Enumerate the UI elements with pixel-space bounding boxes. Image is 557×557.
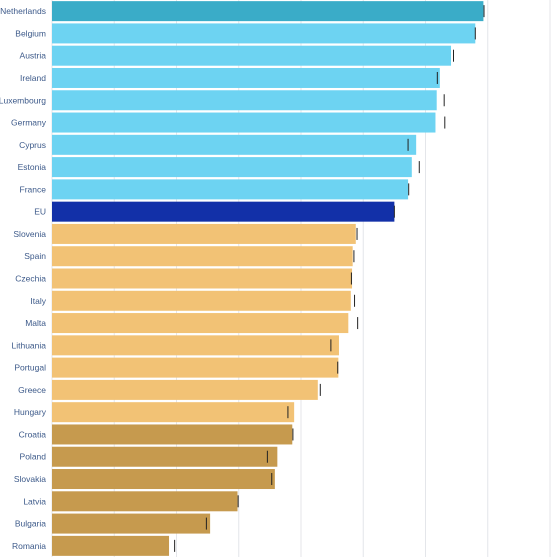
markers [174, 5, 485, 552]
category-label-slovenia: Slovenia [13, 229, 46, 239]
bar-eu [52, 201, 395, 222]
bar-croatia [52, 424, 293, 445]
bar-poland [52, 446, 278, 467]
bar-malta [52, 313, 349, 334]
category-label-greece: Greece [18, 385, 46, 395]
bar-cyprus [52, 134, 417, 155]
bar-latvia [52, 491, 238, 512]
bar-italy [52, 290, 351, 311]
category-label-estonia: Estonia [18, 162, 47, 172]
bar-luxembourg [52, 90, 437, 111]
category-label-luxembourg: Luxembourg [0, 95, 46, 105]
category-label-eu: EU [34, 207, 46, 217]
category-label-bulgaria: Bulgaria [15, 519, 46, 529]
category-label-cyprus: Cyprus [19, 140, 46, 150]
category-label-lithuania: Lithuania [11, 340, 46, 350]
category-label-italy: Italy [30, 296, 46, 306]
category-label-poland: Poland [20, 452, 47, 462]
bar-estonia [52, 157, 412, 178]
bar-portugal [52, 357, 339, 378]
category-label-ireland: Ireland [20, 73, 46, 83]
category-label-croatia: Croatia [19, 429, 47, 439]
bar-belgium [52, 23, 476, 44]
bar-france [52, 179, 409, 200]
category-label-belgium: Belgium [15, 28, 46, 38]
category-label-spain: Spain [24, 251, 46, 261]
bar-bulgaria [52, 513, 211, 534]
bar-greece [52, 379, 318, 400]
bar-romania [52, 535, 170, 556]
category-label-romania: Romania [12, 541, 46, 551]
category-label-germany: Germany [11, 118, 47, 128]
category-label-france: France [20, 184, 47, 194]
category-label-czechia: Czechia [15, 274, 46, 284]
bar-spain [52, 246, 353, 267]
category-label-netherlands: Netherlands [0, 6, 46, 16]
bar-slovenia [52, 223, 356, 244]
bar-hungary [52, 402, 295, 423]
category-label-malta: Malta [25, 318, 46, 328]
category-label-portugal: Portugal [14, 363, 46, 373]
category-label-hungary: Hungary [14, 407, 47, 417]
bar-germany [52, 112, 436, 133]
category-label-austria: Austria [20, 51, 47, 61]
bar-slovakia [52, 469, 275, 490]
bar-czechia [52, 268, 353, 289]
bar-austria [52, 45, 452, 66]
bars [52, 1, 484, 556]
category-labels: Netherlands Belgium Austria Ireland Luxembou… [0, 6, 47, 551]
bar-netherlands [52, 1, 484, 22]
category-label-latvia: Latvia [23, 496, 46, 506]
bar-lithuania [52, 335, 339, 356]
category-label-slovakia: Slovakia [14, 474, 46, 484]
bar-ireland [52, 67, 440, 88]
